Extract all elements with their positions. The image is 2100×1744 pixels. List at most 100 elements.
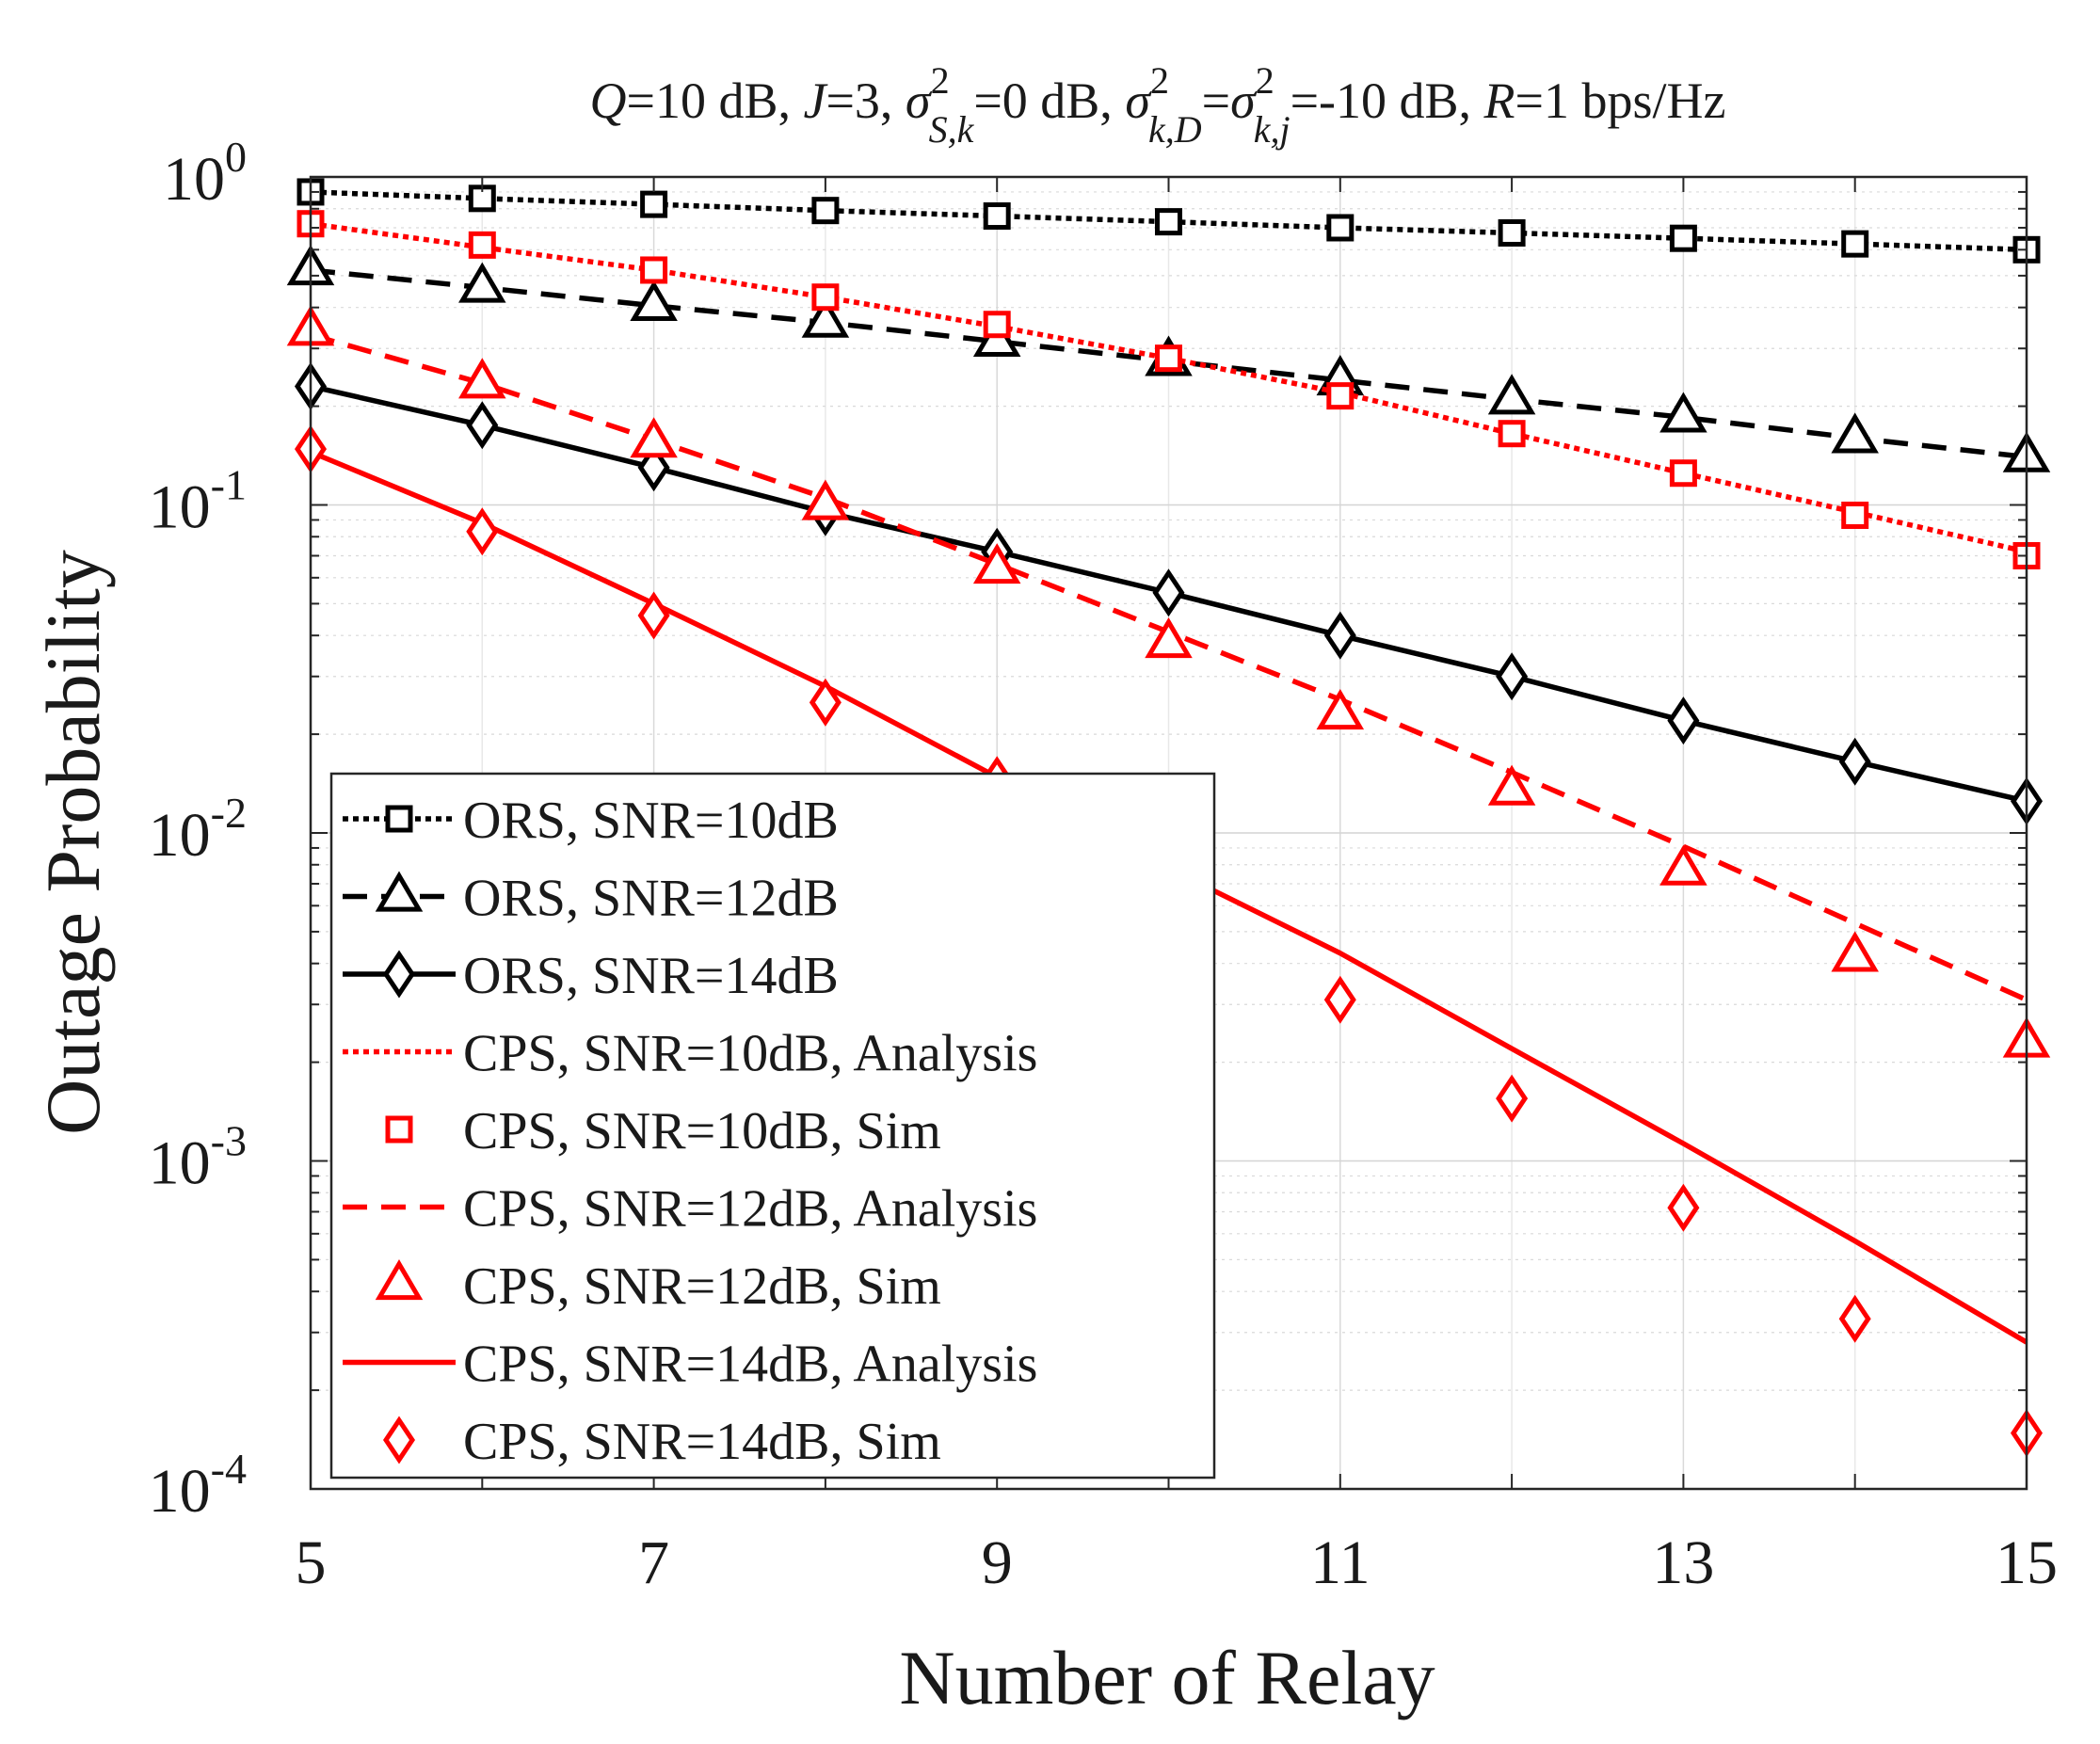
- square-marker: [1326, 214, 1355, 242]
- square-marker: [811, 283, 840, 312]
- square-marker: [468, 231, 496, 259]
- title-sk-text: =0 dB,: [973, 72, 1125, 129]
- y-tick-exponent: -4: [211, 1445, 247, 1493]
- y-tick-base: 10: [149, 1457, 211, 1526]
- title-sup-3: 2: [1256, 59, 1274, 102]
- triangle-marker: [630, 280, 678, 321]
- square-marker: [1841, 230, 1869, 258]
- title-kj-text: =-10 dB,: [1290, 72, 1484, 129]
- square-marker: [1841, 501, 1869, 529]
- y-tick-label: 100: [163, 133, 247, 214]
- y-tick-exponent: -3: [211, 1117, 247, 1165]
- square-marker: [385, 805, 413, 833]
- y-tick-label: 10-3: [149, 1117, 247, 1198]
- series-line: [310, 189, 2028, 253]
- square-marker: [385, 1115, 413, 1144]
- x-tick-label: 9: [982, 1528, 1013, 1597]
- legend-item: CPS, SNR=10dB, Sim: [385, 1102, 941, 1160]
- title-sigma-1: σ: [906, 72, 933, 129]
- y-tick-base: 10: [163, 145, 225, 214]
- title-sub-kd: k,D: [1148, 108, 1202, 151]
- triangle-marker: [1487, 374, 1536, 415]
- title-r-text: =1 bps/Hz: [1515, 72, 1726, 129]
- y-tick-label: 10-4: [149, 1445, 247, 1526]
- legend-label: CPS, SNR=14dB, Sim: [463, 1413, 941, 1471]
- triangle-marker: [972, 543, 1021, 584]
- square-marker: [1669, 459, 1697, 488]
- square-marker: [640, 190, 668, 218]
- title-j-text: =3,: [826, 72, 905, 129]
- triangle-marker: [458, 262, 506, 303]
- chart-title: Q=10 dB, J=3, σ2 S,k=0 dB, σ2 k,D=σ2 k,j=-1…: [590, 59, 1726, 151]
- series-cps-snr-10db-sim: [297, 210, 2041, 569]
- triangle-marker: [1831, 412, 1879, 454]
- legend-label: ORS, SNR=12dB: [463, 870, 839, 928]
- triangle-marker: [458, 358, 506, 399]
- legend-item: ORS, SNR=10dB: [343, 792, 839, 850]
- title-q: Q: [590, 72, 627, 129]
- x-tick-label: 5: [296, 1528, 327, 1597]
- square-marker: [983, 202, 1011, 231]
- diamond-marker: [1496, 652, 1529, 701]
- series-ors-snr-14db: [294, 361, 2044, 825]
- title-sigma-3: σ: [1230, 72, 1258, 129]
- triangle-marker: [801, 296, 850, 338]
- diamond-marker: [637, 591, 670, 640]
- title-eq: =: [1202, 72, 1230, 129]
- y-tick-base: 10: [149, 473, 211, 542]
- legend-label: CPS, SNR=12dB, Sim: [463, 1257, 941, 1316]
- title-sub-sk: S,k: [929, 108, 975, 151]
- diamond-marker: [466, 401, 499, 450]
- square-marker: [1155, 344, 1182, 373]
- legend-label: ORS, SNR=10dB: [463, 792, 839, 850]
- diamond-marker: [1838, 1294, 1871, 1343]
- x-tick-label: 15: [1996, 1528, 2058, 1597]
- legend-label: CPS, SNR=10dB, Sim: [463, 1102, 941, 1160]
- square-marker: [1326, 382, 1355, 410]
- legend-item: CPS, SNR=14dB, Analysis: [343, 1336, 1037, 1394]
- y-tick-exponent: 0: [225, 133, 247, 181]
- square-marker: [1498, 420, 1526, 448]
- square-marker: [811, 197, 840, 225]
- diamond-marker: [1323, 611, 1356, 660]
- x-tick-label: 11: [1310, 1528, 1371, 1597]
- title-sub-kj: k,j: [1254, 108, 1290, 151]
- legend-label: CPS, SNR=12dB, Analysis: [463, 1180, 1037, 1239]
- y-tick-exponent: -1: [211, 461, 247, 509]
- legend-item: ORS, SNR=12dB: [343, 870, 839, 928]
- series-line: [310, 220, 2028, 554]
- x-tick-label: 13: [1652, 1528, 1714, 1597]
- title-sup-1: 2: [931, 59, 950, 102]
- series-ors-snr-10db: [297, 178, 2041, 264]
- square-marker: [640, 256, 668, 284]
- triangle-marker: [1145, 617, 1193, 659]
- y-tick-base: 10: [149, 1129, 211, 1198]
- x-tick-label: 7: [638, 1528, 669, 1597]
- triangle-marker: [375, 871, 424, 912]
- y-axis-label: Outage Probability: [30, 550, 116, 1135]
- title-q-text: =10 dB,: [627, 72, 804, 129]
- title-r: R: [1483, 72, 1515, 129]
- legend-item: ORS, SNR=14dB: [343, 947, 839, 1005]
- triangle-marker: [1831, 931, 1879, 972]
- legend-item: CPS, SNR=14dB, Sim: [382, 1413, 941, 1471]
- triangle-marker: [630, 417, 678, 458]
- diamond-marker: [1496, 1074, 1529, 1123]
- triangle-marker: [1487, 764, 1536, 806]
- y-tick-label: 10-2: [149, 789, 247, 870]
- axis-ticks: [310, 176, 2028, 1490]
- y-tick-label: 10-1: [149, 461, 247, 542]
- diamond-marker: [1838, 737, 1871, 786]
- legend-item: CPS, SNR=12dB, Sim: [375, 1257, 941, 1316]
- diamond-marker: [1323, 975, 1356, 1024]
- legend-label: CPS, SNR=14dB, Analysis: [463, 1336, 1037, 1394]
- series-cps-snr-10db-analysis: [310, 220, 2028, 554]
- y-tick-exponent: -2: [211, 789, 247, 837]
- legend: ORS, SNR=10dB ORS, SNR=12dB ORS, SNR=14dB C…: [329, 772, 1216, 1480]
- series-cps-snr-14db-sim: [294, 424, 2044, 1458]
- triangle-marker: [375, 1259, 424, 1301]
- legend-label: ORS, SNR=14dB: [463, 947, 839, 1005]
- square-marker: [1498, 218, 1526, 247]
